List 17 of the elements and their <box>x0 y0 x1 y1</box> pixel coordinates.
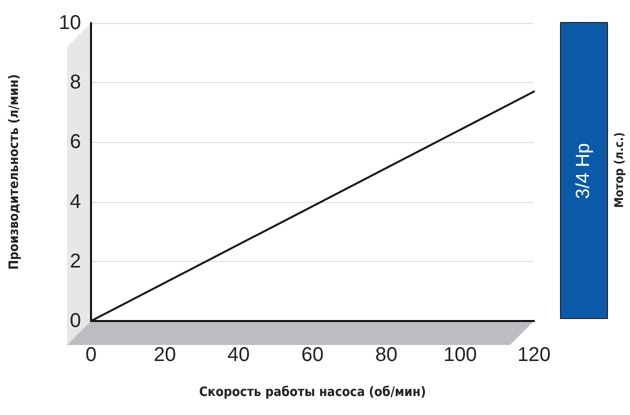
y-tick-label: 8 <box>70 72 81 94</box>
y-axis-title: Производительность (л/мин) <box>7 74 22 270</box>
x-tick-label: 20 <box>154 344 176 366</box>
text: Мотор (л.с.) <box>612 132 626 208</box>
x-tick-label: 0 <box>85 344 97 366</box>
y-tick-label: 4 <box>70 190 81 213</box>
x-tick-label: 80 <box>375 344 398 366</box>
y-tick-label: 0 <box>70 310 81 332</box>
x-tick-label: 120 <box>517 344 551 366</box>
y-tick-label: 6 <box>70 131 81 154</box>
x-tick-label: 40 <box>228 344 250 366</box>
y-tick-label: 10 <box>58 12 81 34</box>
motor-panel: 3/4 Hp <box>560 22 608 319</box>
y-tick-label: 2 <box>70 250 81 272</box>
x-axis-title: Скорость работы насоса (об/мин) <box>199 385 426 400</box>
x-tick-label: 60 <box>301 344 324 366</box>
x-tick-label: 100 <box>443 344 477 366</box>
